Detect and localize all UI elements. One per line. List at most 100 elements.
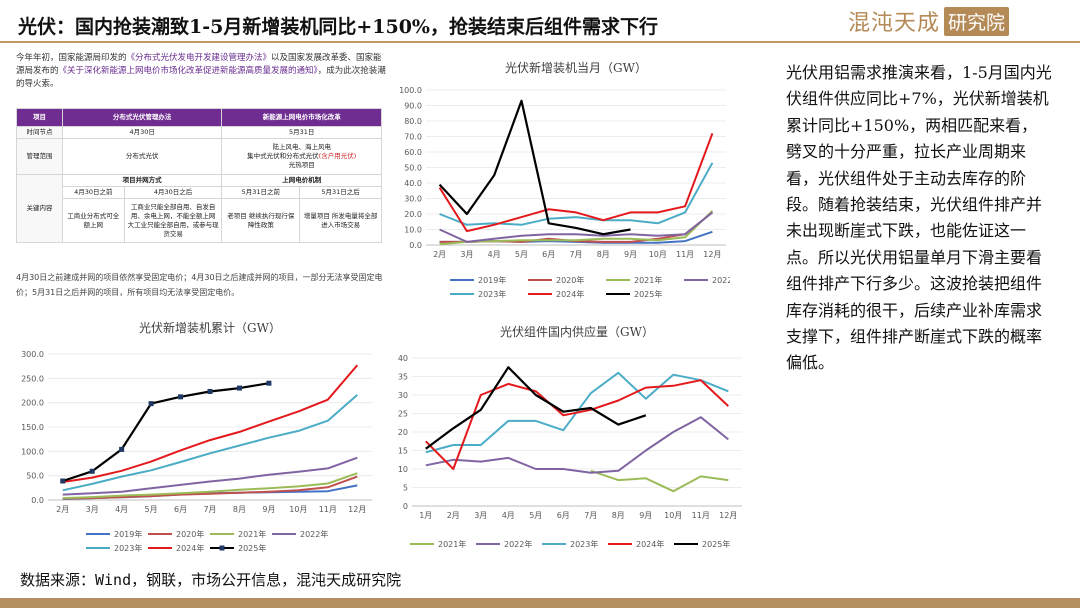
row-label-scope: 管理范围	[16, 138, 63, 175]
data-point-marker	[148, 401, 154, 407]
series-line-2020年	[62, 475, 358, 500]
x-tick-label: 9月	[262, 505, 275, 514]
cell-scope-1: 分布式光伏	[61, 138, 223, 175]
legend-label: 2021年	[634, 275, 662, 285]
x-tick-label: 6月	[542, 250, 555, 259]
x-tick-label: 8月	[597, 250, 610, 259]
y-tick-label: 0	[403, 502, 408, 511]
table-header-pricing: 新能源上网电价市场化改革	[221, 108, 382, 127]
x-tick-label: 3月	[474, 511, 487, 520]
data-point-marker	[178, 394, 184, 400]
series-line-2025年	[438, 99, 631, 236]
legend-label: 2020年	[176, 529, 204, 539]
y-tick-label: 15	[398, 447, 408, 456]
scope-line-3: 光热项目	[288, 161, 315, 169]
x-tick-label: 5月	[529, 511, 542, 520]
legend-label: 2024年	[176, 543, 204, 553]
data-point-marker	[60, 478, 66, 484]
cell-content-1: 工商业分布式可全额上网	[61, 198, 125, 243]
legend-label: 2022年	[712, 275, 730, 285]
y-tick-label: 70.0	[404, 133, 422, 142]
table-row: 时间节点 4月30日 5月31日	[16, 126, 382, 139]
legend-label: 2024年	[556, 289, 584, 299]
legend-label: 2025年	[634, 289, 662, 299]
x-tick-label: 2月	[433, 250, 446, 259]
y-tick-label: 20	[398, 428, 408, 437]
series-line-2021年	[439, 210, 714, 246]
y-tick-label: 35	[398, 373, 408, 382]
legend-label: 2022年	[300, 529, 328, 539]
title-divider	[0, 41, 1080, 43]
x-tick-label: 4月	[115, 505, 128, 514]
x-tick-label: 11月	[692, 511, 710, 520]
y-tick-label: 100.0	[399, 86, 422, 95]
cell-scope-2: 陆上风电、海上风电 集中式光伏和分布式光伏(含户用光伏) 光热项目	[221, 138, 382, 175]
series-line-2022年	[425, 416, 729, 474]
chart-title: 光伏新增装机当月（GW）	[505, 60, 647, 75]
cell-content-2: 工商业只能全部自用、自发自用、余电上网，不能全额上网 大工业只能全部自用，或参与…	[123, 198, 223, 243]
series-line-2025年	[425, 366, 647, 450]
table-row: 工商业分布式可全额上网 工商业只能全部自用、自发自用、余电上网，不能全额上网 大…	[17, 198, 382, 243]
series-line-2021年	[62, 472, 358, 500]
cell-after-0430: 4月30日之后	[123, 186, 223, 199]
y-tick-label: 25	[398, 410, 408, 419]
legend-label: 2021年	[238, 529, 266, 539]
x-tick-label: 1月	[419, 511, 432, 520]
x-tick-label: 6月	[557, 511, 570, 520]
legend-label: 2022年	[504, 539, 532, 549]
analysis-text: 光伏用铝需求推演来看，1-5月国内光伏组件供应同比+7%，光伏新增装机累计同比+…	[786, 63, 1052, 373]
x-tick-label: 12月	[719, 511, 737, 520]
chart-title: 光伏新增装机累计（GW）	[139, 320, 281, 335]
x-tick-label: 4月	[488, 250, 501, 259]
x-tick-label: 12月	[348, 505, 366, 514]
series-line-2024年	[62, 364, 359, 483]
x-tick-label: 12月	[703, 250, 721, 259]
subhead-grid: 项目并网方式	[61, 174, 223, 187]
y-tick-label: 20.0	[404, 210, 422, 219]
y-tick-label: 30.0	[404, 195, 422, 204]
cell-before-0430: 4月30日之前	[61, 186, 125, 199]
header-bar: 光伏：国内抢装潮致1-5月新增装机同比+150%，抢装结束后组件需求下行 混沌天…	[0, 0, 1080, 44]
x-tick-label: 7月	[569, 250, 582, 259]
data-point-marker	[207, 388, 213, 394]
intro-text-3: ，成为此次抢装潮的导火索。	[16, 66, 386, 89]
table-header-item: 项目	[16, 108, 63, 127]
y-tick-label: 30	[398, 391, 408, 400]
y-tick-label: 50.0	[404, 164, 422, 173]
chart-module-supply: 光伏组件国内供应量（GW） 0 5 10 15 20 25 30 35 40 1月 2月 3月 4月 5月 6…	[398, 324, 742, 549]
chart-title: 光伏组件国内供应量（GW）	[500, 324, 654, 339]
legend-label: 2023年	[478, 289, 506, 299]
legend-label: 2019年	[114, 529, 142, 539]
x-tick-label: 7月	[584, 511, 597, 520]
intro-text-2: 以及国家发展改革委、国家能源局发布的	[16, 53, 382, 76]
x-tick-label: 7月	[203, 505, 216, 514]
subhead-price: 上网电价机制	[221, 174, 382, 187]
footer-band	[0, 598, 1080, 608]
policy-link-1: 《分布式光伏发电开发建设管理办法》	[126, 53, 272, 63]
y-tick-label: 200.0	[21, 399, 44, 408]
y-tick-label: 150.0	[21, 423, 44, 432]
y-tick-label: 0.0	[409, 241, 422, 250]
series-line-2023年	[62, 394, 358, 492]
legend-label: 2024年	[636, 539, 664, 549]
y-tick-label: 50.0	[26, 472, 44, 481]
logo-right-text: 研究院	[944, 6, 1010, 36]
y-tick-label: 60.0	[404, 148, 422, 157]
x-tick-label: 10月	[289, 505, 307, 514]
x-tick-label: 8月	[233, 505, 246, 514]
page-title: 光伏：国内抢装潮致1-5月新增装机同比+150%，抢装结束后组件需求下行	[18, 16, 658, 38]
logo-left-text: 混沌天成	[848, 11, 941, 36]
legend-label: 2025年	[238, 543, 266, 553]
legend-label: 2023年	[114, 543, 142, 553]
scope-line-1: 陆上风电、海上风电	[272, 143, 331, 151]
cell-before-0531: 5月31日之前	[221, 186, 301, 199]
series-line-2021年	[590, 469, 729, 493]
policy-table: 项目 分布式光伏管理办法 新能源上网电价市场化改革 时间节点 4月30日 5月3…	[16, 108, 382, 243]
series-line-2024年	[425, 379, 729, 470]
x-tick-label: 9月	[624, 250, 637, 259]
x-tick-label: 10月	[649, 250, 667, 259]
data-point-marker	[89, 468, 95, 474]
y-tick-label: 40	[398, 354, 408, 363]
table-header-distributed: 分布式光伏管理办法	[61, 108, 223, 127]
legend-marker	[219, 545, 225, 551]
